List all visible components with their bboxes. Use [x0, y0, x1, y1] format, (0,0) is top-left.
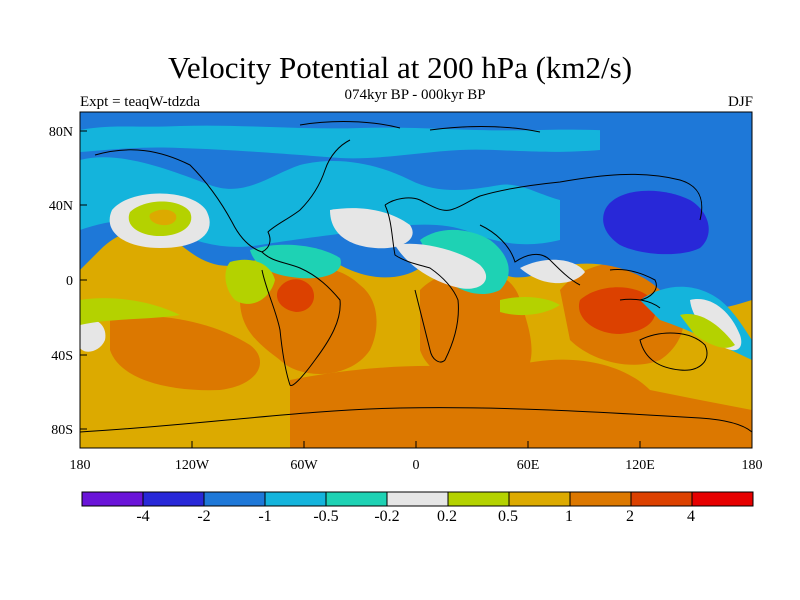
colorbar-box — [691, 491, 754, 507]
colorbar-label: 2 — [626, 508, 634, 525]
axis-ticks — [79, 130, 753, 448]
y-tick-label: 40N — [49, 199, 73, 214]
colorbar-box — [508, 491, 571, 507]
experiment-label: Expt = teaqW-tdzda — [80, 94, 201, 110]
x-tick-label: 120E — [625, 458, 655, 473]
colorbar-boxes — [81, 491, 754, 507]
colorbar: -4 -2 -1 -0.5 -0.2 0.2 0.5 1 2 4 — [81, 491, 754, 525]
colorbar-box — [81, 491, 144, 507]
coastlines — [80, 121, 752, 433]
colorbar-box — [264, 491, 327, 507]
y-tick-label: 80S — [51, 423, 73, 438]
x-tick-label: 60W — [290, 458, 318, 473]
colorbar-label: -0.5 — [313, 508, 338, 525]
colorbar-label: -0.2 — [374, 508, 399, 525]
figure-subtitle: 074kyr BP - 000kyr BP — [344, 87, 486, 103]
colorbar-label: 0.5 — [498, 508, 518, 525]
x-tick-label: 120W — [175, 458, 210, 473]
y-tick-label: 0 — [66, 274, 73, 289]
colorbar-box — [386, 491, 449, 507]
colorbar-box — [569, 491, 632, 507]
colorbar-box — [203, 491, 266, 507]
colorbar-box — [325, 491, 388, 507]
colorbar-label: 1 — [565, 508, 573, 525]
season-label: DJF — [727, 94, 753, 110]
colorbar-label: -1 — [258, 508, 271, 525]
y-tick-label: 80N — [49, 125, 73, 140]
x-axis-labels: 180 120W 60W 0 60E 120E 180 — [70, 458, 763, 473]
colorbar-label: 4 — [687, 508, 695, 525]
colorbar-label: -2 — [197, 508, 210, 525]
colorbar-labels: -4 -2 -1 -0.5 -0.2 0.2 0.5 1 2 4 — [136, 508, 695, 525]
colorbar-box — [447, 491, 510, 507]
x-tick-label: 180 — [70, 458, 91, 473]
figure-title: Velocity Potential at 200 hPa (km2/s) — [167, 50, 633, 85]
y-tick-label: 40S — [51, 349, 73, 364]
x-tick-label: 180 — [742, 458, 763, 473]
x-tick-label: 0 — [413, 458, 420, 473]
y-axis-labels: 80N 40N 0 40S 80S — [49, 125, 73, 438]
colorbar-box — [142, 491, 205, 507]
contour-field — [80, 112, 752, 448]
x-tick-label: 60E — [517, 458, 540, 473]
colorbar-label: -4 — [136, 508, 149, 525]
colorbar-box — [630, 491, 693, 507]
colorbar-label: 0.2 — [437, 508, 457, 525]
